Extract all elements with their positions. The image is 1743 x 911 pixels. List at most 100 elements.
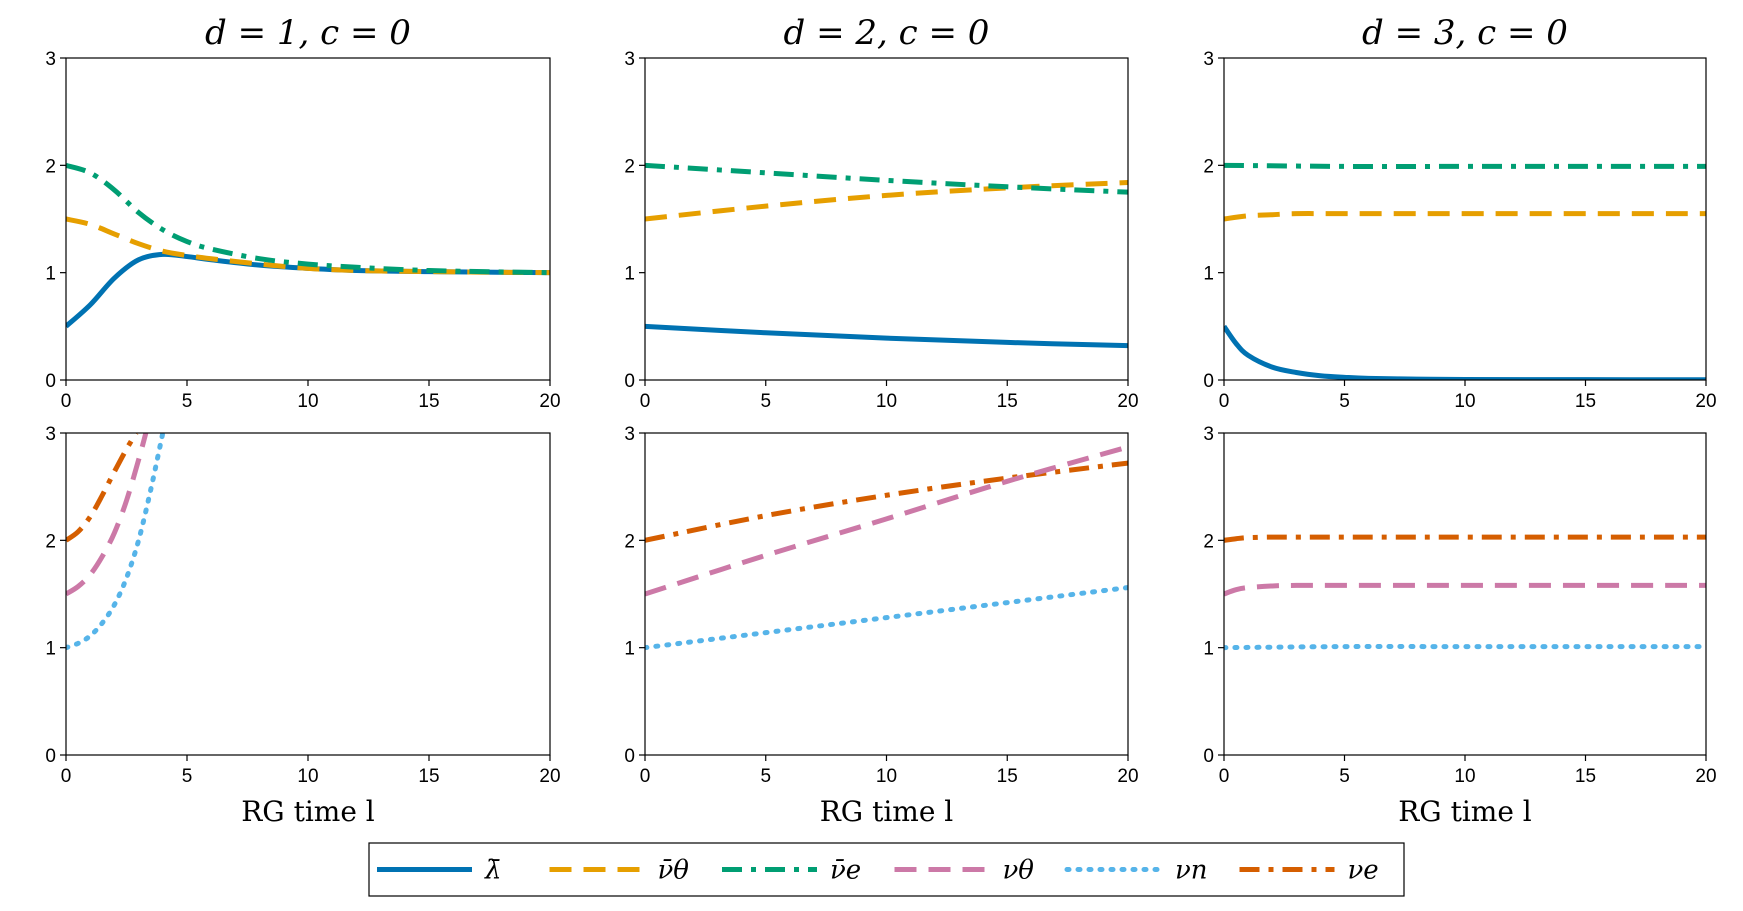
x-tick-label: 10: [297, 766, 318, 787]
series-lines: [1224, 534, 1706, 651]
y-tick-label: 0: [624, 746, 635, 767]
legend-label: λ̄: [484, 856, 501, 886]
x-tick-label: 20: [539, 766, 560, 787]
y-tick-label: 2: [1203, 531, 1214, 552]
panel-p00: 0 5 10 15 20 0 1 2 3 d = 1, c = 0: [45, 13, 560, 412]
x-axis-label: RG time l: [820, 795, 954, 828]
x-tick-label: 5: [182, 391, 193, 412]
plot-frame: [65, 57, 551, 381]
y-tick-label: 1: [45, 264, 56, 285]
legend-label: νn: [1175, 856, 1208, 886]
panel-p11: 0 5 10 15 20 0 1 2 3 RG time l: [624, 424, 1138, 828]
x-tick-label: 0: [640, 766, 651, 787]
legend-item-nu_n: νn: [1064, 856, 1208, 886]
x-axis-label: RG time l: [241, 795, 375, 828]
legend: λ̄ ν̄θ ν̄e νθ νn νe: [368, 842, 1405, 897]
y-tick-label: 2: [45, 531, 56, 552]
series-line-nu_theta: [645, 444, 1128, 597]
series-line-lambda_bar: [1224, 324, 1706, 380]
panel-title: d = 3, c = 0: [1362, 13, 1568, 53]
y-tick-label: 3: [45, 424, 56, 445]
legend-item-lambda_bar: λ̄: [377, 856, 501, 886]
y-tick-label: 2: [1203, 156, 1214, 177]
panel-p12: 0 5 10 15 20 0 1 2 3 RG time l: [1203, 424, 1716, 828]
y-tick-label: 1: [1203, 639, 1214, 660]
x-tick-label: 10: [1454, 391, 1475, 412]
y-tick-label: 2: [45, 156, 56, 177]
x-tick-label: 15: [997, 391, 1018, 412]
x-tick-label: 5: [1339, 391, 1350, 412]
y-tick-label: 0: [1203, 371, 1214, 392]
panel-title: d = 2, c = 0: [784, 13, 990, 53]
x-tick-label: 0: [1219, 391, 1230, 412]
y-tick-label: 3: [624, 49, 635, 70]
series-line-nu_n: [1224, 644, 1706, 651]
y-tick-label: 1: [1203, 264, 1214, 285]
series-line-nu_bar_theta: [66, 216, 550, 276]
plot-frame: [1223, 57, 1707, 381]
series-line-nu_e: [1224, 534, 1706, 543]
x-tick-label: 5: [182, 766, 193, 787]
legend-label: ν̄e: [830, 856, 861, 886]
x-tick-label: 5: [1339, 766, 1350, 787]
legend-label: ν̄θ: [658, 856, 690, 886]
x-tick-label: 10: [1454, 766, 1475, 787]
series-line-nu_bar_e: [66, 162, 550, 276]
x-tick-label: 5: [760, 391, 771, 412]
panel-title: d = 1, c = 0: [205, 13, 411, 53]
series-lines: [645, 162, 1128, 349]
panel-p01: 0 5 10 15 20 0 1 2 3 d = 2, c = 0: [624, 13, 1138, 412]
x-tick-label: 20: [1695, 391, 1716, 412]
plot-frame: [65, 432, 551, 756]
x-tick-label: 10: [876, 391, 897, 412]
legend-box: [368, 842, 1405, 897]
plot-frame: [644, 432, 1129, 756]
x-tick-label: 20: [1117, 391, 1138, 412]
legend-label: νθ: [1003, 856, 1035, 886]
legend-item-nu_e: νe: [1239, 856, 1379, 886]
x-tick-label: 15: [997, 766, 1018, 787]
legend-item-nu_bar_e: ν̄e: [722, 856, 861, 886]
series-line-nu_n: [66, 433, 166, 651]
series-line-nu_bar_theta: [1224, 211, 1706, 222]
series-lines: [66, 433, 166, 651]
x-tick-label: 15: [1575, 766, 1596, 787]
x-tick-label: 20: [1695, 766, 1716, 787]
x-tick-label: 15: [1575, 391, 1596, 412]
x-tick-label: 10: [876, 766, 897, 787]
y-tick-label: 1: [624, 639, 635, 660]
x-tick-label: 20: [539, 391, 560, 412]
y-tick-label: 2: [624, 531, 635, 552]
y-tick-label: 3: [624, 424, 635, 445]
series-line-lambda_bar: [645, 323, 1128, 349]
y-tick-label: 3: [1203, 49, 1214, 70]
series-lines: [1224, 162, 1706, 380]
y-tick-label: 0: [45, 746, 56, 767]
series-line-nu_theta: [1224, 582, 1706, 597]
series-line-nu_e: [645, 460, 1128, 543]
series-lines: [645, 444, 1128, 651]
x-tick-label: 0: [1219, 766, 1230, 787]
x-tick-label: 0: [61, 391, 72, 412]
plot-frame: [1223, 432, 1707, 756]
legend-item-nu_theta: νθ: [894, 856, 1035, 886]
series-lines: [66, 162, 550, 329]
panel-p02: 0 5 10 15 20 0 1 2 3 d = 3, c = 0: [1203, 13, 1716, 412]
series-line-nu_n: [645, 585, 1128, 651]
y-tick-label: 0: [45, 371, 56, 392]
series-line-nu_bar_e: [645, 162, 1128, 195]
y-tick-label: 2: [624, 156, 635, 177]
y-tick-label: 1: [624, 264, 635, 285]
y-tick-label: 3: [1203, 424, 1214, 445]
legend-label: νe: [1348, 856, 1379, 886]
panel-p10: 0 5 10 15 20 0 1 2 3 RG time l: [45, 424, 560, 828]
series-line-nu_e: [66, 433, 139, 543]
legend-item-nu_bar_theta: ν̄θ: [549, 856, 690, 886]
x-tick-label: 15: [418, 391, 439, 412]
y-tick-label: 3: [45, 49, 56, 70]
series-line-nu_theta: [66, 433, 149, 597]
x-tick-label: 10: [297, 391, 318, 412]
series-line-nu_bar_theta: [645, 180, 1128, 222]
